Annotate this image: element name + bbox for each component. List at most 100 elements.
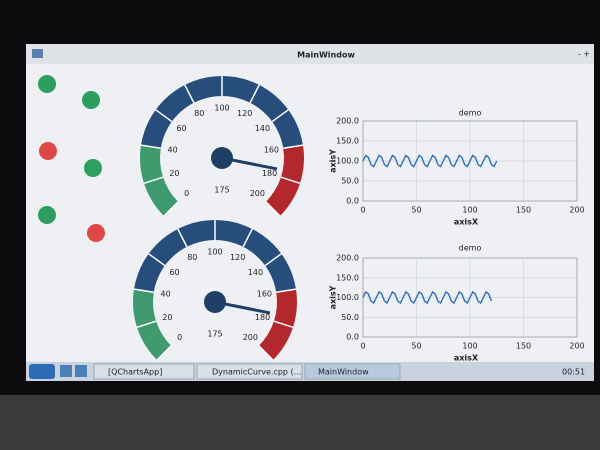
x-tick-label: 200 [569,342,584,351]
gauge-tick [163,201,179,217]
y-tick-label: 50.0 [341,177,359,186]
data-line [362,290,493,305]
y-tick-label: 100.0 [336,293,359,302]
launcher-icon[interactable] [75,365,87,377]
x-tick-label: 50 [411,206,421,215]
x-tick-label: 0 [360,342,365,351]
x-tick-label: 0 [360,206,365,215]
gauge-tick [276,288,297,294]
gauge-tick [148,253,166,267]
gauge-tick-label: 120 [230,253,245,262]
gauge-tick-label: 200 [243,333,258,342]
gauge-section [134,219,296,293]
y-axis-label: axisY [329,285,338,309]
desk [0,395,600,450]
gauge-tick [280,176,301,185]
task-button[interactable] [304,363,401,380]
gauge-tick [265,201,281,217]
gauge-tick-label: 60 [176,124,186,133]
gauge-tick [273,320,294,329]
indicator-light [39,142,57,160]
gauge-tick-label: 180 [262,169,277,178]
gauge-tick-label: 120 [237,109,252,118]
gauge-hub [204,291,226,313]
y-tick-label: 0.0 [346,197,359,206]
indicator-light [38,206,56,224]
y-tick-label: 200.0 [336,254,359,263]
y-tick-label: 0.0 [346,333,359,342]
gauge-section [140,145,179,216]
gauge-tick-label: 80 [187,253,197,262]
gauge-tick-label: 140 [248,268,263,277]
gauge-tick [177,228,188,248]
gauge-tick [155,109,173,123]
gauge-section [132,289,172,360]
x-tick-label: 100 [462,342,477,351]
gauge-tick-label: 140 [255,124,270,133]
task-button[interactable] [93,363,195,380]
gauge-tick-label: 100 [207,248,222,257]
window-icon [32,49,43,58]
gauge-tick [271,109,289,123]
gauge-tick-label: 180 [255,313,270,322]
x-axis-label: axisX [454,354,479,363]
data-line [362,154,498,168]
gauge-tick [140,144,161,150]
indicator-light [82,91,100,109]
chart-title: demo [459,244,482,253]
gauge-tick-label: 160 [257,290,272,299]
gauge-tick-label: 40 [161,290,171,299]
indicator-light [38,75,56,93]
task-label: DynamicCurve.cpp (... [212,368,301,377]
task-label: MainWindow [318,368,369,377]
y-tick-label: 150.0 [336,273,359,282]
gauge-tick [184,84,195,104]
gauge-tick-label: 200 [250,189,265,198]
x-tick-label: 150 [516,206,531,215]
gauge-tick [264,253,282,267]
gauge-tick [258,345,274,361]
gauge-hub [211,147,233,169]
gauge-section [141,75,303,149]
x-tick-label: 200 [569,206,584,215]
indicator-light [84,159,102,177]
chart-title: demo [459,109,482,118]
gauge-section [265,145,304,216]
screen [26,44,594,381]
x-tick-label: 150 [516,342,531,351]
gauge-tick [133,288,154,294]
y-tick-label: 50.0 [341,313,359,322]
gauge-tick [136,320,157,329]
x-tick-label: 50 [411,342,421,351]
task-label: [QChartsApp] [108,368,162,377]
gauge-tick [242,228,253,248]
x-tick-label: 100 [462,206,477,215]
gauge-tick-label: 60 [169,268,179,277]
gauge-value: 175 [207,330,222,339]
gauge-tick-label: 100 [214,104,229,113]
gauge-tick [283,144,304,150]
y-tick-label: 100.0 [336,157,359,166]
gauge-tick-label: 0 [184,189,189,198]
gauge-tick-label: 20 [169,169,179,178]
x-axis-label: axisX [454,218,479,227]
y-axis-label: axisY [329,149,338,173]
gauge-section [258,289,297,360]
gauge-tick-label: 0 [177,333,182,342]
gauge-tick-label: 80 [194,109,204,118]
task-button[interactable] [196,363,303,380]
launcher-icon[interactable] [60,365,72,377]
y-tick-label: 150.0 [336,137,359,146]
start-button[interactable] [29,364,55,379]
gauge-tick-label: 160 [264,146,279,155]
indicator-light [87,224,105,242]
gauge-tick [143,176,164,185]
gauge-tick [156,345,172,361]
title-bar [26,44,594,64]
gauge-tick-label: 40 [168,146,178,155]
window-buttons[interactable]: - + [578,50,590,59]
gauge-tick-label: 20 [162,313,172,322]
gauge-tick [249,84,260,104]
